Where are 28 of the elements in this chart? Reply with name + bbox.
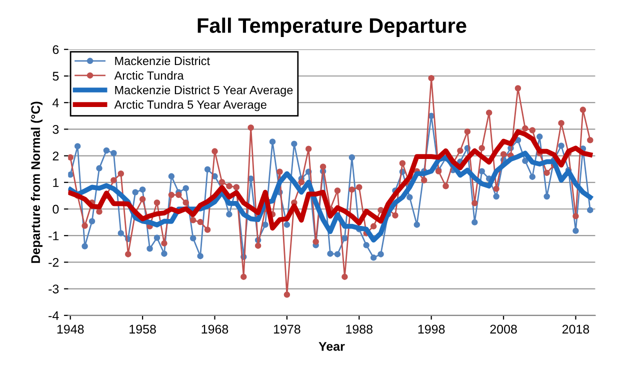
x-tick-label: 2008 <box>490 324 517 334</box>
y-tick-label: -2 <box>48 258 59 267</box>
y-tick-label: 6 <box>52 45 59 54</box>
y-tick-label: 4 <box>52 98 59 108</box>
y-tick-label: -4 <box>48 311 59 320</box>
y-tick-label: 5 <box>52 72 59 81</box>
x-tick-label: 1958 <box>130 324 156 334</box>
y-tick-label: 0 <box>52 204 59 214</box>
x-tick-label: 1988 <box>346 324 372 334</box>
y-tick-label: 1 <box>53 178 59 187</box>
legend-label: Arctic Tundra 5 Year Average <box>114 100 266 112</box>
y-axis-title: Departure from Normal (°C) <box>30 102 43 263</box>
legend-label: Arctic Tundra <box>114 71 184 80</box>
legend-label: Mackenzie District 5 Year Average <box>115 86 293 97</box>
y-tick-label: 2 <box>52 152 59 160</box>
y-tick-label: -3 <box>48 284 59 294</box>
x-tick-label: 1998 <box>418 324 445 334</box>
x-tick-label: 1948 <box>57 324 84 334</box>
x-tick-label: 1968 <box>202 324 228 334</box>
chart-title: Fall Temperature Departure <box>198 18 466 38</box>
line-series <box>68 129 593 231</box>
x-axis-title: Year <box>318 342 345 351</box>
y-tick-label: -1 <box>48 232 59 240</box>
legend-label: Mackenzie District <box>115 56 210 66</box>
x-tick-label: 1978 <box>274 324 300 334</box>
y-tick-label: 3 <box>52 125 59 134</box>
x-tick-label: 2018 <box>562 324 590 334</box>
line-series <box>68 150 593 243</box>
